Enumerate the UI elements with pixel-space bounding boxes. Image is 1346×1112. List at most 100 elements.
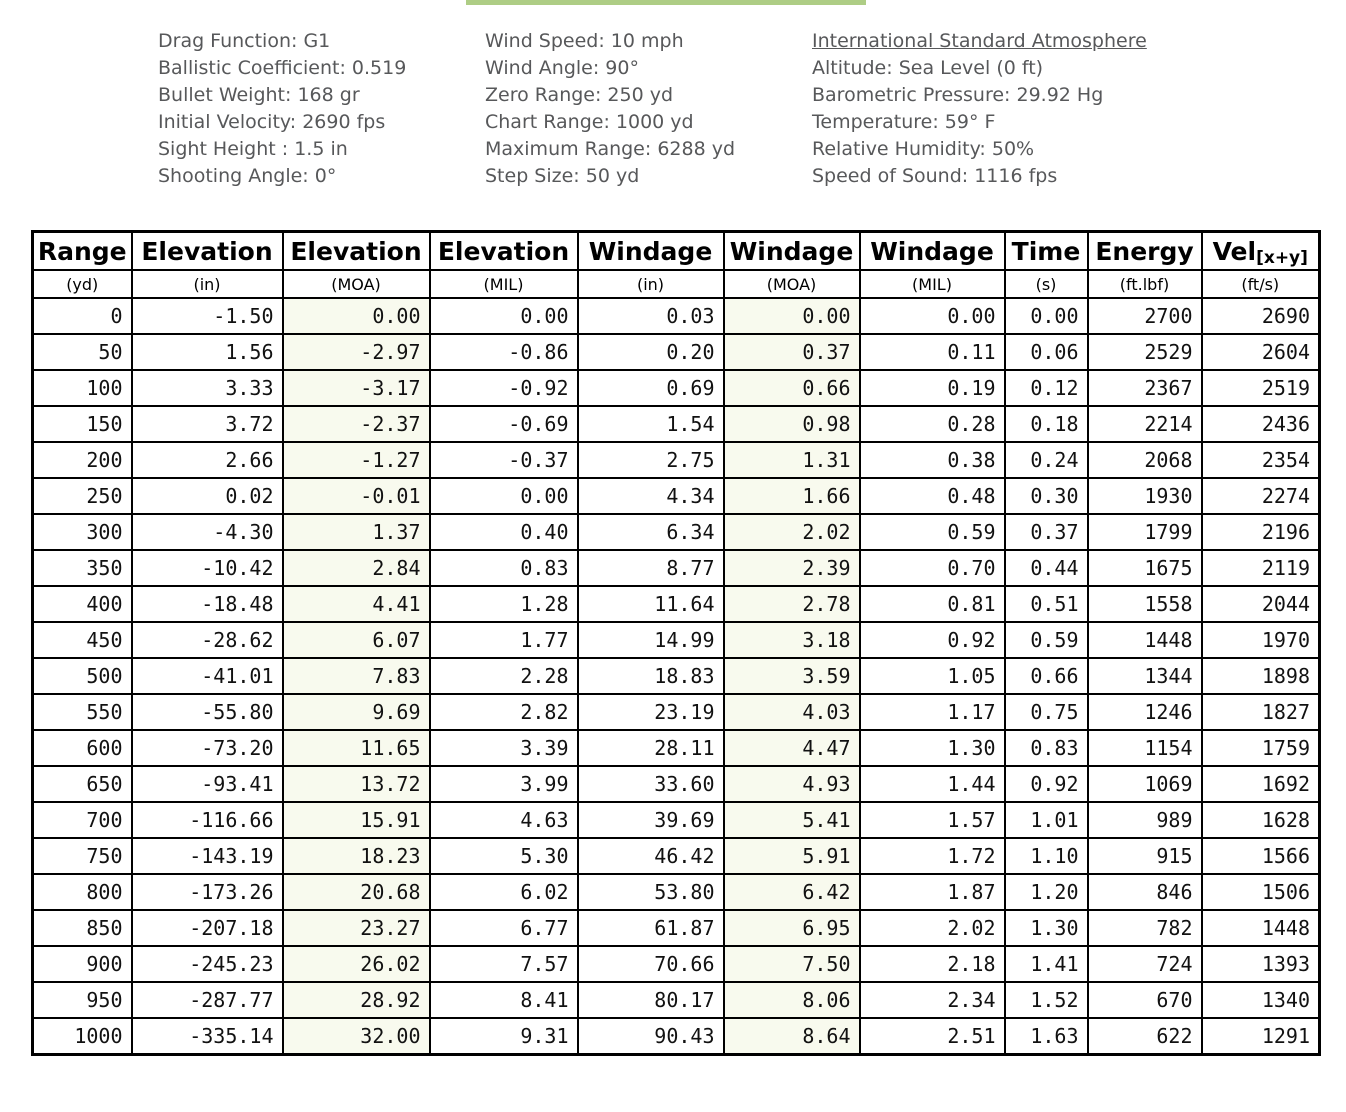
altitude-label: Altitude: Sea Level (0 ft)	[812, 57, 1044, 79]
cell-elevation-moa: 0.00	[281, 297, 431, 335]
header-unit-row: (yd) (in) (MOA) (MIL) (in) (MOA) (MIL) (s) (ft.l…	[31, 269, 1321, 299]
wind-speed-label: Wind Speed: 10 mph	[485, 30, 684, 52]
cell-windage-moa: 8.06	[722, 981, 861, 1019]
cell-windage-in: 4.34	[576, 477, 725, 515]
cell-elevation-moa: -2.37	[281, 405, 431, 443]
drag-function-label: Drag Function: G1	[158, 30, 331, 52]
cell-windage-moa: 2.02	[722, 513, 861, 551]
cell-windage-mil: 2.02	[858, 909, 1006, 947]
cell-time: 0.59	[1003, 621, 1089, 659]
cell-elevation-in: 2.66	[130, 441, 284, 479]
cell-elevation-in: -335.14	[130, 1017, 284, 1056]
cell-range: 0	[31, 297, 133, 335]
cell-windage-mil: 0.59	[858, 513, 1006, 551]
cell-time: 1.52	[1003, 981, 1089, 1019]
cell-windage-mil: 1.44	[858, 765, 1006, 803]
header-label-row: Range Elevation Elevation Elevation Windage W…	[31, 230, 1321, 271]
cell-elevation-in: -73.20	[130, 729, 284, 767]
cell-elevation-in: -55.80	[130, 693, 284, 731]
cell-range: 700	[31, 801, 133, 839]
cell-windage-in: 18.83	[576, 657, 725, 695]
cell-energy: 1558	[1086, 585, 1203, 623]
table-row: 550 -55.80 9.69 2.82 23.19 4.03 1.17 0.75 1246 18…	[31, 693, 1321, 731]
cell-time: 0.00	[1003, 297, 1089, 335]
cell-energy: 1246	[1086, 693, 1203, 731]
ballistics-table: Range Elevation Elevation Elevation Windage W…	[31, 230, 1321, 1056]
col-unit-time: (s)	[1003, 269, 1089, 299]
cell-windage-in: 70.66	[576, 945, 725, 983]
cell-range: 250	[31, 477, 133, 515]
cell-windage-mil: 0.70	[858, 549, 1006, 587]
cell-elevation-mil: 1.28	[428, 585, 579, 623]
cell-windage-in: 6.34	[576, 513, 725, 551]
col-unit-windage-moa: (MOA)	[722, 269, 861, 299]
cell-windage-moa: 0.00	[722, 297, 861, 335]
wind-angle-label: Wind Angle: 90°	[485, 57, 639, 79]
atmosphere-title: International Standard Atmosphere	[812, 30, 1147, 52]
cell-windage-mil: 0.28	[858, 405, 1006, 443]
cell-range: 550	[31, 693, 133, 731]
cell-elevation-mil: 0.00	[428, 297, 579, 335]
table-row: 350 -10.42 2.84 0.83 8.77 2.39 0.70 0.44 1675 211…	[31, 549, 1321, 587]
chart-range-label: Chart Range: 1000 yd	[485, 111, 694, 133]
cell-elevation-moa: 13.72	[281, 765, 431, 803]
table-row: 200 2.66 -1.27 -0.37 2.75 1.31 0.38 0.24 2068 235…	[31, 441, 1321, 479]
cell-elevation-in: -93.41	[130, 765, 284, 803]
cell-energy: 846	[1086, 873, 1203, 911]
cell-velocity: 2354	[1200, 441, 1321, 479]
cell-elevation-mil: 4.63	[428, 801, 579, 839]
barometric-pressure-label: Barometric Pressure: 29.92 Hg	[812, 84, 1104, 106]
cell-range: 100	[31, 369, 133, 407]
cell-windage-mil: 1.72	[858, 837, 1006, 875]
cell-windage-mil: 1.05	[858, 657, 1006, 695]
cell-elevation-in: -41.01	[130, 657, 284, 695]
cell-windage-in: 61.87	[576, 909, 725, 947]
cell-energy: 670	[1086, 981, 1203, 1019]
cell-elevation-moa: 9.69	[281, 693, 431, 731]
table-head: Range Elevation Elevation Elevation Windage W…	[31, 230, 1321, 299]
cell-elevation-mil: 0.83	[428, 549, 579, 587]
table-row: 50 1.56 -2.97 -0.86 0.20 0.37 0.11 0.06 2529 2604	[31, 333, 1321, 371]
cell-elevation-moa: 18.23	[281, 837, 431, 875]
cell-elevation-moa: 26.02	[281, 945, 431, 983]
cell-windage-mil: 0.19	[858, 369, 1006, 407]
cell-windage-in: 23.19	[576, 693, 725, 731]
cell-elevation-in: -173.26	[130, 873, 284, 911]
zero-range-label: Zero Range: 250 yd	[485, 84, 674, 106]
cell-elevation-mil: 6.02	[428, 873, 579, 911]
parameters-panel: Drag Function: G1 Ballistic Coefficient:…	[158, 28, 1147, 190]
cell-elevation-mil: 0.00	[428, 477, 579, 515]
cell-windage-moa: 2.78	[722, 585, 861, 623]
cell-windage-mil: 1.57	[858, 801, 1006, 839]
table-row: 700 -116.66 15.91 4.63 39.69 5.41 1.57 1.01 989 1…	[31, 801, 1321, 839]
table-row: 500 -41.01 7.83 2.28 18.83 3.59 1.05 0.66 1344 18…	[31, 657, 1321, 695]
col-header-energy: Energy	[1086, 230, 1203, 271]
cell-range: 600	[31, 729, 133, 767]
cell-elevation-mil: -0.86	[428, 333, 579, 371]
cell-elevation-mil: 0.40	[428, 513, 579, 551]
table-row: 250 0.02 -0.01 0.00 4.34 1.66 0.48 0.30 1930 2274	[31, 477, 1321, 515]
cell-elevation-mil: 9.31	[428, 1017, 579, 1056]
cell-elevation-moa: -2.97	[281, 333, 431, 371]
cell-elevation-in: -18.48	[130, 585, 284, 623]
cell-windage-in: 33.60	[576, 765, 725, 803]
cell-windage-in: 0.69	[576, 369, 725, 407]
cell-velocity: 1566	[1200, 837, 1321, 875]
cell-velocity: 1506	[1200, 873, 1321, 911]
cell-energy: 1930	[1086, 477, 1203, 515]
cell-windage-moa: 0.98	[722, 405, 861, 443]
cell-windage-in: 80.17	[576, 981, 725, 1019]
cell-windage-mil: 1.87	[858, 873, 1006, 911]
cell-windage-in: 1.54	[576, 405, 725, 443]
cell-windage-moa: 4.93	[722, 765, 861, 803]
step-size-label: Step Size: 50 yd	[485, 165, 640, 187]
cell-windage-mil: 1.30	[858, 729, 1006, 767]
cell-windage-moa: 3.59	[722, 657, 861, 695]
cell-elevation-moa: 28.92	[281, 981, 431, 1019]
cell-windage-moa: 6.95	[722, 909, 861, 947]
table-row: 850 -207.18 23.27 6.77 61.87 6.95 2.02 1.30 782 1…	[31, 909, 1321, 947]
cell-time: 0.12	[1003, 369, 1089, 407]
atmosphere-params: International Standard Atmosphere Altitu…	[812, 28, 1147, 190]
relative-humidity-label: Relative Humidity: 50%	[812, 138, 1035, 160]
temperature-label: Temperature: 59° F	[812, 111, 996, 133]
